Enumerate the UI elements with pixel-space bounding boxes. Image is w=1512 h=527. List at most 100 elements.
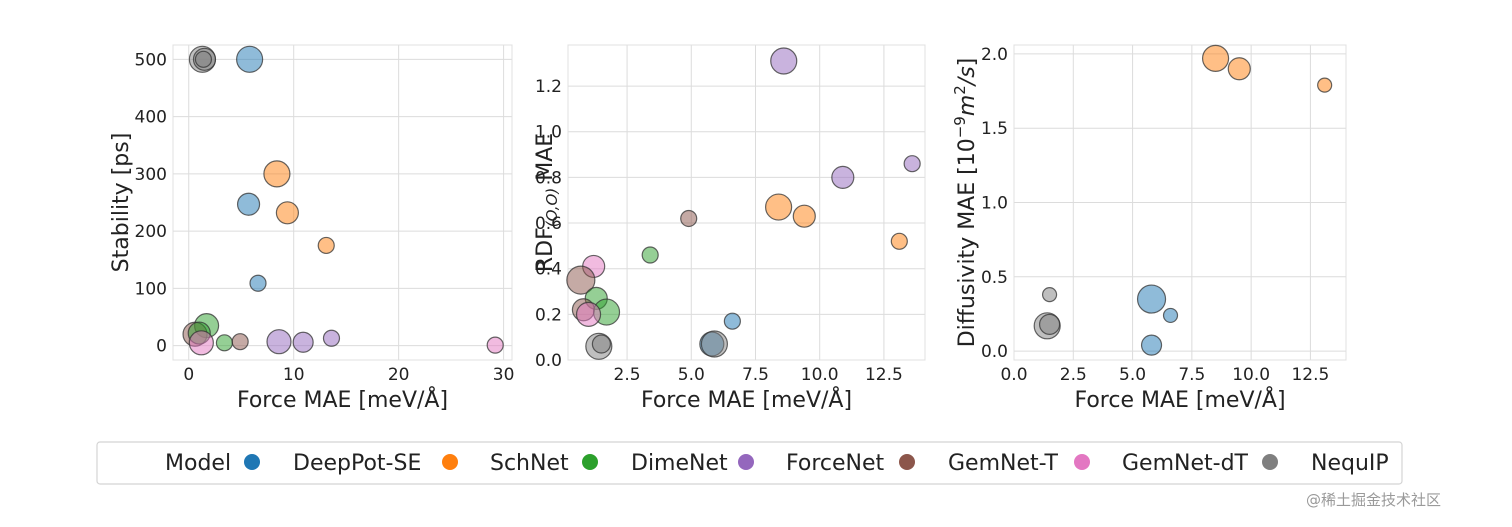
scatter-point [1140, 334, 1163, 356]
y-tick-label: 1.0 [981, 194, 1008, 214]
scatter-point [1317, 77, 1333, 93]
scatter-point [566, 265, 596, 295]
plot-frame [567, 44, 926, 361]
scatter-point [1041, 287, 1058, 303]
legend-marker [1074, 454, 1090, 470]
legend-entries: DeepPot-SE SchNet DimeNet ForceNet GemNet-T G… [244, 451, 1389, 476]
x-tick-label: 30 [493, 365, 515, 385]
legend-marker [582, 454, 598, 470]
y-axis-label: Diffusivity MAE [10−9m2/s] [951, 58, 980, 348]
y-axis-label: RDF(O,O) MAE [533, 133, 561, 272]
scatter-point [266, 329, 292, 355]
legend-marker [738, 454, 754, 470]
legend-label: SchNet [490, 451, 569, 476]
scatter-point [215, 334, 234, 352]
scatter-point [322, 329, 341, 347]
scatter-point [317, 236, 335, 255]
x-tick-label: 7.5 [742, 365, 769, 385]
legend-label: DeepPot-SE [293, 451, 421, 476]
scatter-point [263, 160, 291, 188]
scatter-point [641, 246, 659, 264]
x-axis-label: Force MAE [meV/Å] [1074, 386, 1285, 413]
x-tick-label: 20 [388, 365, 410, 385]
legend-label: NequIP [1311, 451, 1389, 476]
x-tick-label: 0.0 [1000, 365, 1027, 385]
scatter-point [194, 50, 213, 68]
subplot-2: 2.5 5.0 7.5 10.0 12.5 0.0 0.2 0.4 0.6 0.8 1.0 1.2 Fo… [533, 44, 926, 413]
legend-label: DimeNet [631, 451, 728, 476]
y-tick-label: 2.0 [981, 45, 1008, 65]
scatter-point [770, 47, 798, 75]
scatter-point [188, 330, 214, 356]
legend-title: Model [165, 451, 231, 476]
y-tick-label: 1.0 [535, 123, 562, 143]
subplot-3: 0.0 2.5 5.0 7.5 10.0 12.5 0.0 0.5 1.0 1.5 2.0 Force… [951, 44, 1347, 413]
x-tick-label: 2.5 [1060, 365, 1087, 385]
scatter-point [700, 330, 728, 358]
y-tick-label: 400 [135, 108, 167, 128]
x-axis-label: Force MAE [meV/Å] [641, 386, 852, 413]
y-tick-label: 1.2 [535, 77, 562, 97]
watermark: @稀土掘金技术社区 [1306, 491, 1441, 509]
plot-frame [1013, 44, 1347, 361]
scatter-point [236, 45, 264, 73]
scatter-point [292, 331, 314, 353]
legend: Model DeepPot-SE SchNet DimeNet ForceNet Gem… [96, 441, 1403, 485]
x-axis-label: Force MAE [meV/Å] [237, 386, 448, 413]
scatter-point [591, 334, 611, 354]
scatter-point [1162, 307, 1179, 324]
y-tick-label: 0.6 [535, 214, 562, 234]
legend-label: GemNet-T [948, 451, 1059, 476]
legend-marker [899, 454, 915, 470]
scatter-point [723, 312, 741, 330]
y-tick-label: 300 [135, 165, 167, 185]
scatter-point [680, 209, 698, 228]
x-tick-label: 5.0 [1119, 365, 1146, 385]
legend-marker [442, 454, 458, 470]
scatter-point [1136, 284, 1167, 314]
y-tick-label: 0.5 [981, 268, 1008, 288]
scatter-point [486, 336, 504, 354]
x-tick-label: 10 [283, 365, 305, 385]
scatter-point [575, 301, 602, 327]
y-tick-label: 0 [156, 337, 167, 357]
x-tick-label: 7.5 [1178, 365, 1205, 385]
legend-marker [244, 454, 260, 470]
y-tick-label: 500 [135, 50, 167, 70]
y-tick-label: 1.5 [981, 119, 1008, 139]
x-tick-label: 2.5 [614, 365, 641, 385]
plot-frame [172, 44, 513, 361]
y-tick-label: 0.0 [981, 342, 1008, 362]
scatter-point [231, 333, 249, 351]
scatter-point [903, 155, 921, 173]
scatter-point [890, 232, 908, 250]
scatter-point [765, 193, 793, 221]
y-axis-label: Stability [ps] [109, 133, 134, 273]
x-tick-label: 12.5 [865, 365, 903, 385]
scatter-point [236, 192, 261, 216]
y-tick-label: 200 [135, 222, 167, 242]
legend-label: ForceNet [786, 451, 885, 476]
x-tick-label: 10.0 [1232, 365, 1270, 385]
scatter-point [1227, 57, 1251, 81]
x-tick-label: 5.0 [678, 365, 705, 385]
scatter-point [275, 201, 299, 225]
scatter-point [831, 165, 855, 189]
x-tick-label: 12.5 [1291, 365, 1329, 385]
y-tick-label: 0.4 [535, 260, 562, 280]
legend-marker [1262, 454, 1278, 470]
y-tick-label: 0.0 [535, 351, 562, 371]
scatter-point [1038, 313, 1061, 335]
legend-label: GemNet-dT [1122, 451, 1249, 476]
scatter-point [792, 204, 816, 228]
scatter-point [249, 274, 267, 292]
y-tick-label: 0.8 [535, 168, 562, 188]
y-tick-label: 100 [135, 279, 167, 299]
x-tick-label: 0 [183, 365, 194, 385]
x-tick-label: 10.0 [801, 365, 839, 385]
y-tick-label: 0.2 [535, 305, 562, 325]
scatter-point [1201, 44, 1230, 72]
